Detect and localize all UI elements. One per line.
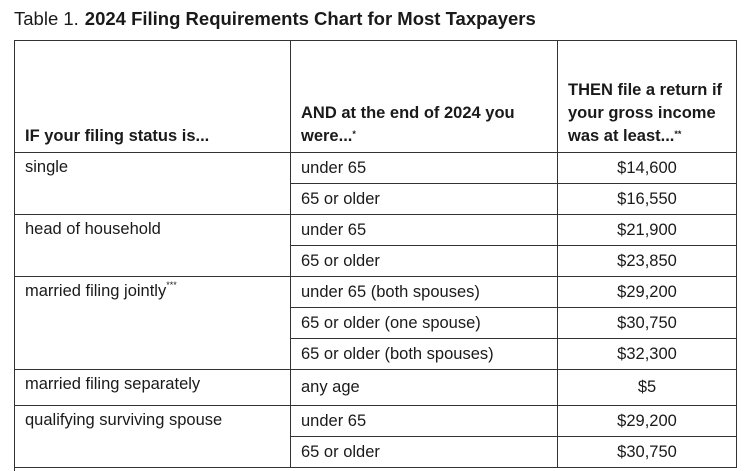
table-row: 65 or older (both spouses) $32,300: [15, 338, 737, 370]
table-title: Table 1. 2024 Filing Requirements Chart f…: [14, 8, 536, 30]
table-row: head of household under 65 $21,900: [14, 214, 737, 277]
table-row: single under 65 $14,600: [14, 152, 737, 215]
cell-text: THEN file a return if your gross income …: [568, 81, 723, 145]
income-cell: $30,750: [557, 436, 737, 468]
age-cell: 65 or older: [290, 436, 558, 468]
status-cell: qualifying surviving spouse: [14, 405, 291, 468]
header-row: IF your filing status is... AND at the en…: [14, 40, 737, 153]
age-cell: 65 or older (both spouses): [290, 338, 558, 370]
table-label: Table 1.: [14, 8, 79, 29]
footnote-marker: *: [352, 129, 356, 139]
status-cell: married filing jointly***: [14, 276, 291, 370]
cell-text: single: [25, 158, 69, 176]
header-text: THEN file a return if your gross income …: [568, 79, 733, 148]
age-cell: 65 or older: [290, 245, 558, 277]
column-header: AND at the end of 2024 you were...*: [290, 40, 558, 153]
age-cell: under 65: [290, 152, 558, 184]
income-cell: $30,750: [557, 307, 737, 339]
status-cell: single: [14, 152, 291, 215]
table-row: 65 or older (one spouse) $30,750: [15, 307, 737, 339]
footnote-marker: **: [674, 129, 682, 139]
income-cell: $29,200: [557, 276, 737, 308]
status-cell: married filing separately: [14, 369, 291, 406]
income-cell: $14,600: [557, 152, 737, 184]
income-cell: $23,850: [557, 245, 737, 277]
column-header: THEN file a return if your gross income …: [557, 40, 737, 153]
income-cell: $21,900: [557, 214, 737, 246]
age-cell: under 65: [290, 405, 558, 437]
table-border: [14, 464, 15, 471]
age-cell: under 65 (both spouses): [290, 276, 558, 308]
income-cell: $16,550: [557, 183, 737, 215]
header-text: AND at the end of 2024 you were...*: [301, 102, 546, 148]
cell-text: qualifying surviving spouse: [25, 411, 223, 429]
income-cell: $32,300: [557, 338, 737, 370]
age-cell: under 65: [290, 214, 558, 246]
filing-table: IF your filing status is... AND at the en…: [14, 40, 737, 468]
table-row: 65 or older $30,750: [15, 436, 737, 468]
table-row: qualifying surviving spouse under 65 $29,2…: [14, 405, 737, 468]
cell-text: married filing jointly: [25, 282, 167, 300]
header-text: IF your filing status is...: [25, 125, 290, 148]
age-cell: 65 or older: [290, 183, 558, 215]
cell-text: AND at the end of 2024 you were...: [301, 104, 515, 145]
table-row: married filing separately any age $5: [14, 369, 737, 406]
cell-text: married filing separately: [25, 375, 201, 393]
cell-text: IF your filing status is...: [25, 127, 210, 145]
table-row: 65 or older $16,550: [15, 183, 737, 215]
column-header: IF your filing status is...: [14, 40, 291, 153]
table-body: single under 65 $14,600 65 or older $16,550 h…: [14, 152, 737, 468]
table-row: 65 or older $23,850: [15, 245, 737, 277]
footnote-marker: ***: [166, 280, 177, 290]
income-cell: $5: [557, 369, 737, 406]
status-cell: head of household: [14, 214, 291, 277]
age-cell: any age: [290, 369, 558, 406]
table-row: married filing jointly*** under 65 (both …: [14, 276, 737, 370]
income-cell: $29,200: [557, 405, 737, 437]
age-cell: 65 or older (one spouse): [290, 307, 558, 339]
cell-text: head of household: [25, 220, 161, 238]
title-text: 2024 Filing Requirements Chart for Most …: [84, 8, 536, 29]
